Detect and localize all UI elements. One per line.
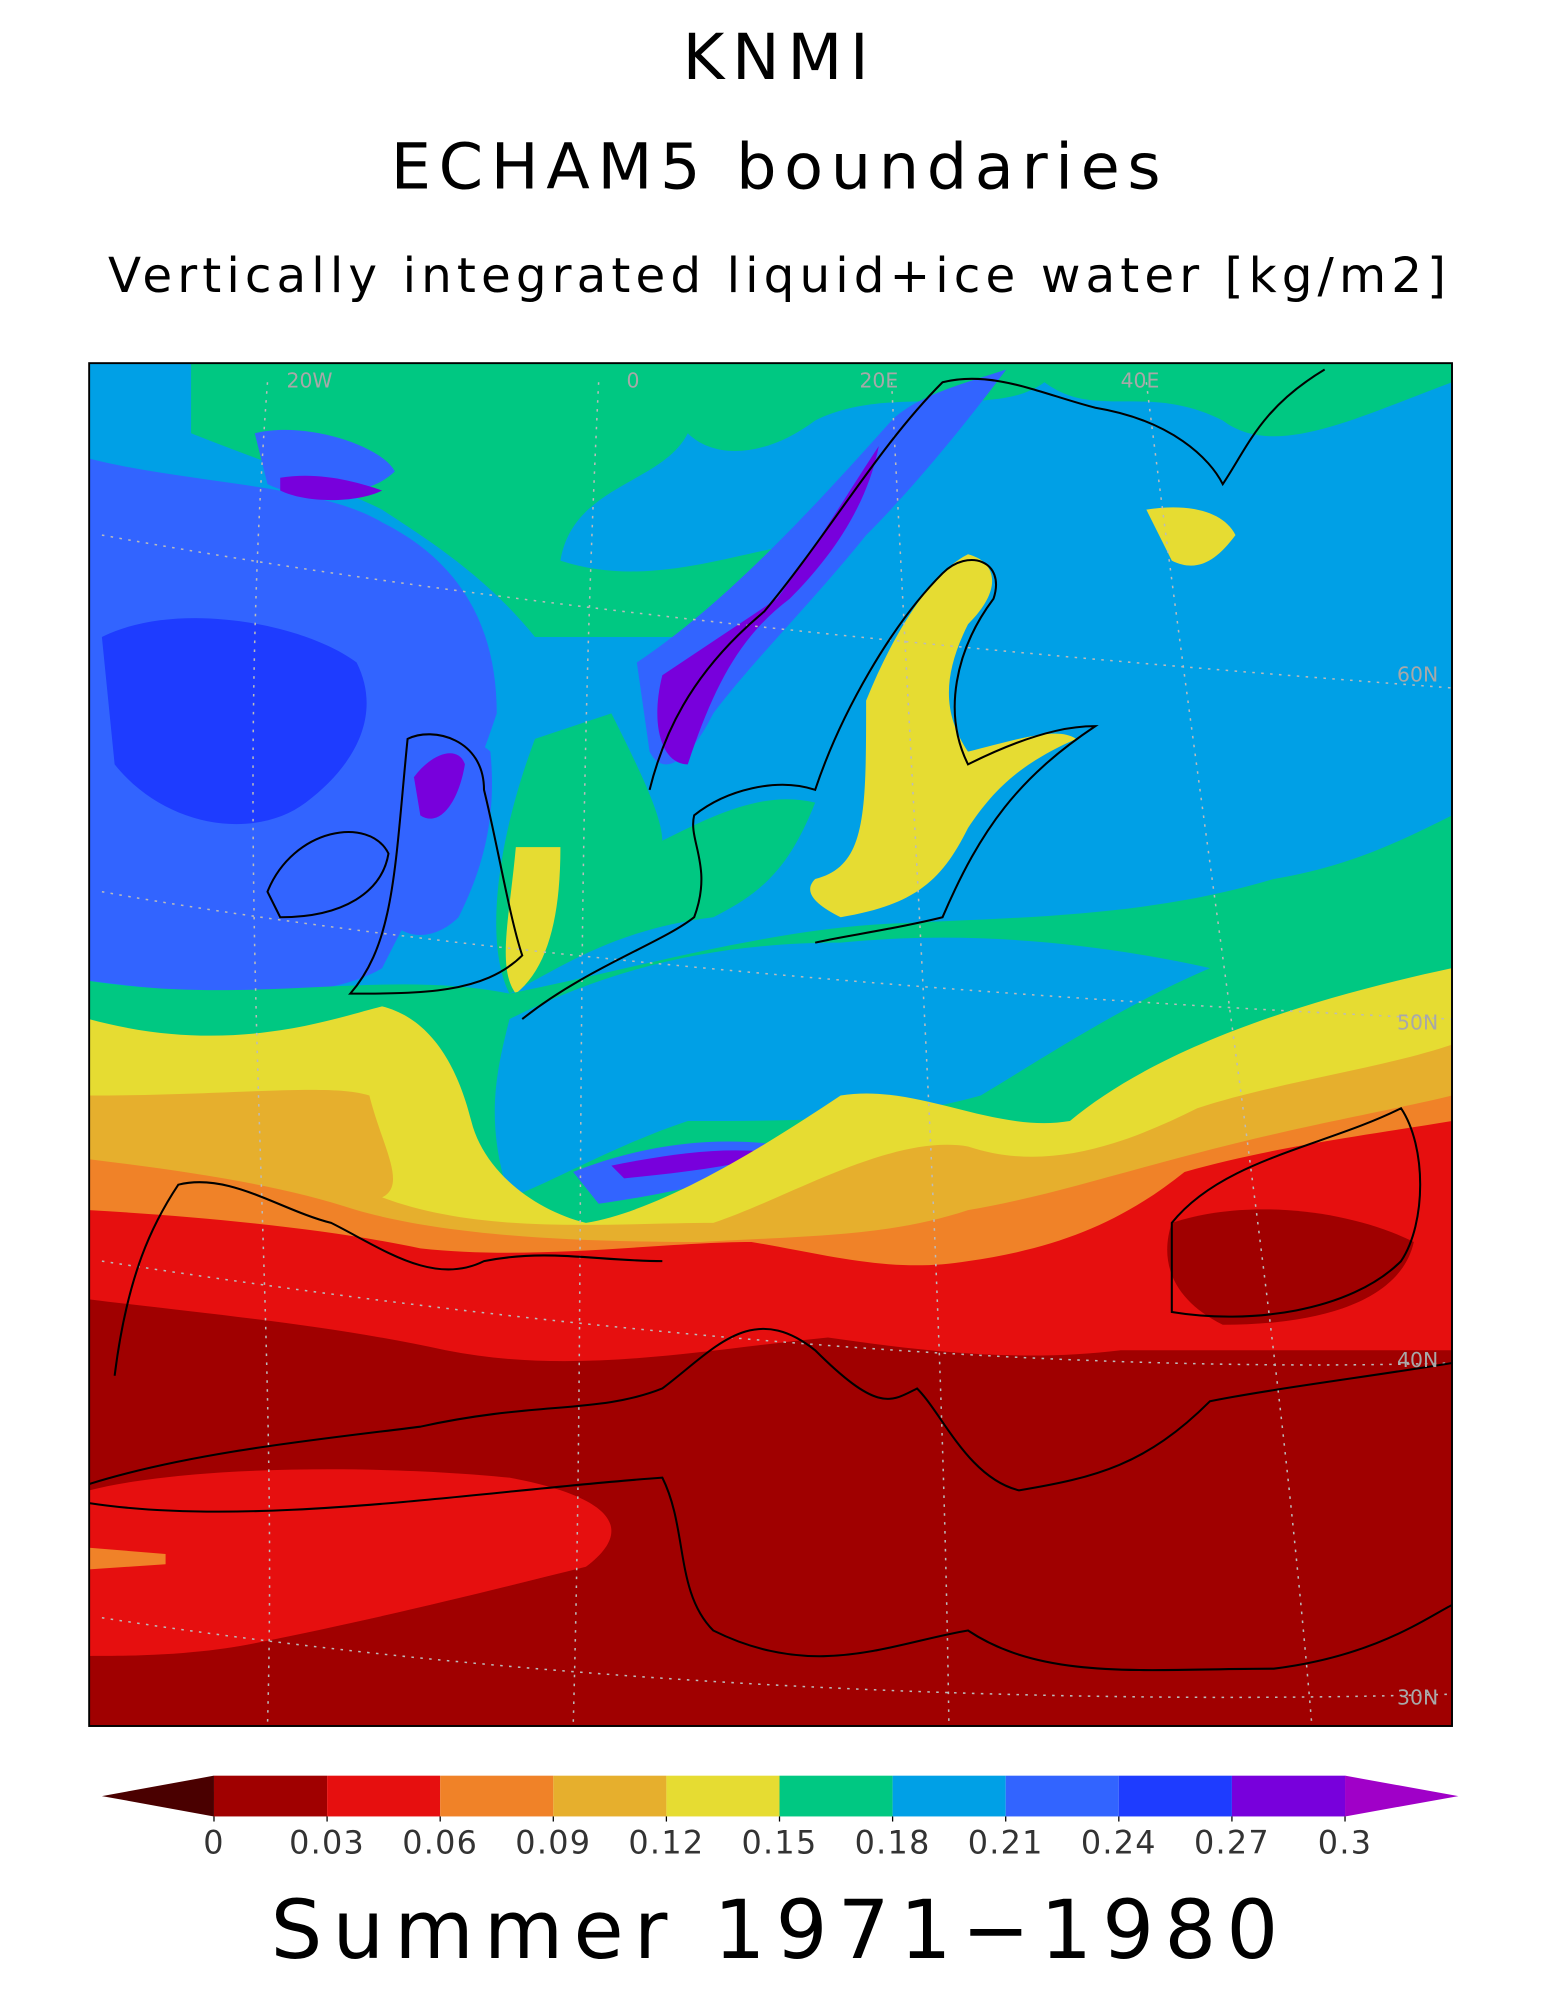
colorbar-tick-label: 0.06: [402, 1823, 478, 1861]
colorbar-tick-label: 0.03: [289, 1823, 365, 1861]
colorbar-box: [1118, 1775, 1232, 1817]
colorbar-box: [666, 1775, 780, 1817]
graticule-label: 0: [627, 368, 640, 392]
graticule-label: 60N: [1397, 663, 1438, 687]
graticule-label: 30N: [1397, 1685, 1438, 1709]
colorbar: 0 0.03 0.06 0.09 0.12 0.15 0.18 0.21 0.24 0.27 0.3: [101, 1775, 1459, 1861]
colorbar-box: [779, 1775, 893, 1817]
title: KNMI: [683, 21, 877, 95]
colorbar-tick-label: 0.12: [628, 1823, 704, 1861]
colorbar-box: [892, 1775, 1006, 1817]
graticule-label: 20W: [286, 368, 332, 392]
graticule-label: 20E: [859, 368, 898, 392]
colorbar-tick-label: 0.15: [742, 1823, 818, 1861]
subtitle: ECHAM5 boundaries: [391, 131, 1168, 205]
map-frame: [88, 362, 1453, 1727]
colorbar-tick-label: 0.21: [968, 1823, 1044, 1861]
colorbar-tick-label: 0.09: [515, 1823, 591, 1861]
colorbar-box: [327, 1775, 441, 1817]
colorbar-tick-label: 0: [203, 1823, 225, 1861]
graticule-label: 50N: [1397, 1010, 1438, 1034]
graticule-label: 40N: [1397, 1348, 1438, 1372]
map-field: [89, 363, 1453, 1727]
graticule-labels: 20W 0 20E 40E 60N 50N 40N 30N: [286, 368, 1438, 1709]
colorbar-tick-label: 0.3: [1318, 1823, 1372, 1861]
colorbar-tick-label: 0.18: [855, 1823, 931, 1861]
colorbar-tick-label: 0.24: [1081, 1823, 1157, 1861]
graticule-label: 40E: [1121, 368, 1160, 392]
colorbar-box: [1005, 1775, 1119, 1817]
colorbar-box: [553, 1775, 667, 1817]
colorbar-box: [440, 1775, 554, 1817]
period-label: Summer 1971−1980: [271, 1883, 1289, 1978]
colorbar-box: [213, 1775, 328, 1817]
colorbar-under: [101, 1775, 214, 1817]
variable-label: Vertically integrated liquid+ice water […: [108, 248, 1451, 304]
colorbar-tick-label: 0.27: [1194, 1823, 1270, 1861]
colorbar-box: [1231, 1775, 1346, 1817]
colorbar-over: [1345, 1775, 1459, 1817]
